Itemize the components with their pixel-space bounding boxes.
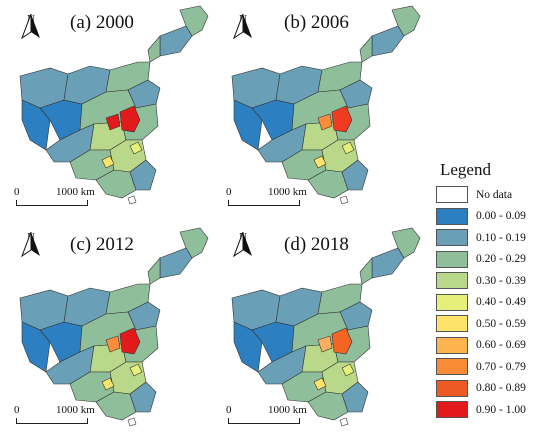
legend-label: 0.00 - 0.09 xyxy=(476,210,526,223)
hotspot-region xyxy=(331,327,353,355)
legend-item: No data xyxy=(436,184,548,206)
legend-swatch xyxy=(436,272,468,290)
hotspot-region xyxy=(105,335,121,353)
scale-zero: 0 xyxy=(14,404,20,416)
scale-zero: 0 xyxy=(14,186,20,198)
legend-swatch xyxy=(436,379,468,397)
legend-title: Legend xyxy=(440,160,491,179)
region xyxy=(129,363,143,377)
north-arrow-icon xyxy=(232,232,252,258)
panel-title: (a) 2000 xyxy=(70,12,134,33)
legend-label: No data xyxy=(476,188,513,201)
region-map xyxy=(19,5,209,205)
region xyxy=(341,141,355,155)
scale-bar: 0 1000 km xyxy=(226,186,328,210)
legend-item: 0.70 - 0.79 xyxy=(436,356,548,378)
panel-title: (c) 2012 xyxy=(70,234,134,255)
legend-item: 0.60 - 0.69 xyxy=(436,335,548,357)
panel-title: (d) 2018 xyxy=(284,234,349,255)
region xyxy=(129,159,157,191)
map-panel-a: (a) 2000 N 0 1000 km xyxy=(10,0,225,210)
region xyxy=(147,35,161,63)
region xyxy=(313,377,327,391)
region xyxy=(371,247,405,279)
legend-swatch xyxy=(436,250,468,268)
scale-distance: 1000 km xyxy=(56,404,95,416)
legend-swatch xyxy=(436,293,468,311)
region xyxy=(101,155,115,169)
legend-item: 0.20 - 0.29 xyxy=(436,249,548,271)
region xyxy=(359,35,373,63)
north-arrow: N xyxy=(232,14,254,40)
region xyxy=(101,377,115,391)
legend-swatch xyxy=(436,186,468,204)
region xyxy=(341,363,355,377)
legend-item: 0.10 - 0.19 xyxy=(436,227,548,249)
hotspot-region xyxy=(317,113,333,131)
north-arrow-icon xyxy=(20,14,40,40)
legend-item: 0.50 - 0.59 xyxy=(436,313,548,335)
region xyxy=(159,247,193,279)
legend-label: 0.20 - 0.29 xyxy=(476,253,526,266)
legend-label: 0.90 - 1.00 xyxy=(476,403,526,416)
north-arrow: N xyxy=(20,14,42,40)
region-map xyxy=(231,227,421,427)
map-panel-d: (d) 2018 N 0 1000 km xyxy=(222,222,437,432)
hotspot-region xyxy=(105,113,121,131)
north-arrow: N xyxy=(232,232,254,258)
region xyxy=(339,417,349,427)
scale-bar: 0 1000 km xyxy=(226,404,328,428)
hotspot-region xyxy=(119,327,141,355)
hotspot-region xyxy=(317,335,333,353)
region-map xyxy=(19,227,209,427)
legend-swatch xyxy=(436,358,468,376)
north-arrow: N xyxy=(20,232,42,258)
north-arrow-icon xyxy=(232,14,252,40)
legend-item: 0.00 - 0.09 xyxy=(436,206,548,228)
hotspot-region xyxy=(119,105,141,133)
legend-item: 0.90 - 1.00 xyxy=(436,399,548,421)
legend-label: 0.40 - 0.49 xyxy=(476,296,526,309)
region xyxy=(341,381,369,413)
region xyxy=(313,155,327,169)
legend-label: 0.60 - 0.69 xyxy=(476,339,526,352)
region xyxy=(339,195,349,205)
legend-label: 0.70 - 0.79 xyxy=(476,360,526,373)
legend-swatch xyxy=(436,207,468,225)
scale-zero: 0 xyxy=(226,404,232,416)
hotspot-region xyxy=(331,105,353,133)
region xyxy=(127,417,137,427)
scale-bar: 0 1000 km xyxy=(14,186,116,210)
map-panel-c: (c) 2012 N 0 1000 km xyxy=(10,222,225,432)
panel-title: (b) 2006 xyxy=(284,12,349,33)
scale-distance: 1000 km xyxy=(268,186,307,198)
legend-swatch xyxy=(436,229,468,247)
legend-item: 0.80 - 0.89 xyxy=(436,378,548,400)
region xyxy=(147,257,161,285)
region xyxy=(359,257,373,285)
legend-label: 0.80 - 0.89 xyxy=(476,382,526,395)
region xyxy=(129,141,143,155)
region xyxy=(371,25,405,57)
legend-swatch xyxy=(436,401,468,419)
legend-item: 0.40 - 0.49 xyxy=(436,292,548,314)
region xyxy=(127,195,137,205)
legend-label: 0.50 - 0.59 xyxy=(476,317,526,330)
scale-bar: 0 1000 km xyxy=(14,404,116,428)
scale-distance: 1000 km xyxy=(268,404,307,416)
legend: Legend No data 0.00 - 0.09 0.10 - 0.19 0.20… xyxy=(436,160,548,421)
legend-swatch xyxy=(436,315,468,333)
map-panel-b: (b) 2006 N 0 1000 km xyxy=(222,0,437,210)
region-map xyxy=(231,5,421,205)
region xyxy=(129,381,157,413)
legend-label: 0.10 - 0.19 xyxy=(476,231,526,244)
region xyxy=(159,25,193,57)
legend-swatch xyxy=(436,336,468,354)
scale-zero: 0 xyxy=(226,186,232,198)
region xyxy=(341,159,369,191)
scale-distance: 1000 km xyxy=(56,186,95,198)
legend-item: 0.30 - 0.39 xyxy=(436,270,548,292)
north-arrow-icon xyxy=(20,232,40,258)
legend-label: 0.30 - 0.39 xyxy=(476,274,526,287)
